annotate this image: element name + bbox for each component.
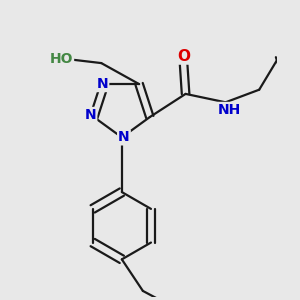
Text: HO: HO [50, 52, 73, 66]
Text: NH: NH [218, 103, 242, 117]
Text: N: N [85, 108, 96, 122]
Text: N: N [97, 77, 108, 91]
Text: O: O [177, 49, 190, 64]
Text: N: N [118, 130, 130, 144]
